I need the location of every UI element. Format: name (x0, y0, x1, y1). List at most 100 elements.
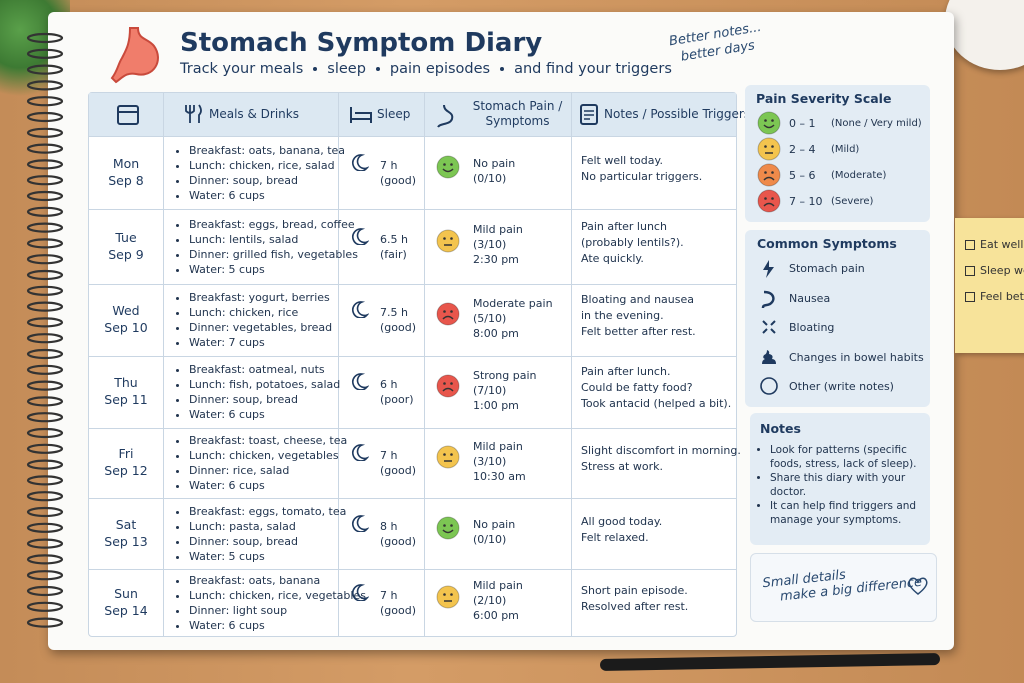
meal: Dinner: vegetables, bread (189, 320, 332, 335)
severity-range: 0 – 1 (789, 117, 816, 130)
sticky-note: Eat well Sleep well Feel better (955, 218, 1024, 353)
note-text: Slight discomfort in morning. (581, 444, 741, 457)
sleep-cell: 7 h (good) (380, 448, 416, 478)
sticky-text: Sleep well (980, 264, 1024, 277)
note-text: Resolved after rest. (581, 599, 689, 613)
notes-cell: Pain after lunch (probably lentils?). Ate … (581, 219, 684, 267)
note-text: Pain after lunch. (581, 365, 671, 378)
row-divider (89, 284, 736, 285)
pain-cell: Mild pain (2/10) 6:00 pm (473, 578, 523, 623)
ring (26, 238, 64, 249)
ring (26, 522, 64, 533)
note-item: Share this diary with your doctor. (770, 471, 930, 499)
ring (26, 127, 64, 138)
panel-title: Pain Severity Scale (756, 91, 892, 106)
notes-cell: Slight discomfort in morning. Stress at w… (581, 443, 741, 475)
sleep-text: (good) (380, 321, 417, 334)
spiral (26, 32, 64, 628)
pain-text: Mild pain (473, 223, 523, 236)
column-header: Stomach Pain / Symptoms (472, 99, 563, 128)
severity-label: (Severe) (831, 196, 874, 207)
sticky-item: Eat well (965, 238, 1023, 251)
meal: Lunch: fish, potatoes, salad (189, 377, 340, 392)
date: Sep 8 (108, 172, 144, 188)
meal: Lunch: pasta, salad (189, 519, 346, 534)
sleep-cell: 7.5 h (good) (380, 305, 416, 335)
severity-label: (Mild) (831, 144, 860, 155)
moon-icon (352, 227, 369, 245)
cup (945, 0, 1024, 70)
pain-text: Mild pain (473, 439, 523, 453)
row-divider (89, 498, 736, 499)
sleep-text: 7.5 h (380, 306, 408, 319)
moon-icon (352, 444, 369, 461)
footer-text: Small details make a big difference (762, 560, 923, 606)
ring (26, 143, 64, 154)
meal: Breakfast: oats, banana, tea (189, 143, 345, 158)
sleep-text: 6.5 h (380, 232, 408, 246)
meal: Dinner: soup, bread (189, 534, 346, 549)
ring (26, 175, 64, 186)
sticky-text: Eat well (980, 238, 1024, 251)
sleep-text: (good) (380, 464, 417, 477)
meal: Lunch: chicken, rice, vegetables (189, 588, 366, 603)
meal: Water: 6 cups (189, 407, 340, 422)
symptoms-panel: Common Symptoms Stomach pain Nausea Bloatin… (745, 230, 930, 407)
sleep-cell: 6 h (poor) (380, 377, 414, 407)
date: Sep 14 (104, 602, 148, 618)
pain-text: Strong pain (473, 368, 537, 382)
pen (599, 653, 941, 671)
ring (26, 254, 64, 265)
meal: Water: 6 cups (189, 188, 345, 203)
symptom-icon (760, 377, 778, 395)
pain-text: (7/10) (473, 383, 507, 397)
pain-cell: Moderate pain (5/10) 8:00 pm (473, 296, 553, 341)
note-text: (probably lentils?). (581, 235, 684, 249)
pain-cell: No pain (0/10) (473, 517, 515, 547)
sleep-text: (good) (380, 173, 417, 187)
pain-text: (0/10) (473, 171, 507, 185)
column-divider (338, 93, 339, 636)
ring (26, 80, 64, 91)
moon-icon (352, 514, 369, 532)
sleep-text: 7 h (380, 588, 398, 602)
face-icon (757, 137, 781, 161)
ring (26, 443, 64, 454)
face-icon (436, 155, 460, 178)
symptom: Stomach pain (789, 262, 865, 275)
ring (26, 380, 64, 391)
subtitle-part: pain episodes (389, 61, 491, 77)
stomach-icon (110, 27, 159, 84)
sleep-cell: 6.5 h (fair) (380, 232, 408, 262)
meal: Lunch: chicken, rice, salad (189, 158, 345, 173)
symptom: Other (write notes) (789, 380, 894, 393)
day: Sun (114, 585, 138, 601)
meal: Dinner: soup, bread (189, 173, 345, 188)
meal: Breakfast: eggs, tomato, tea (189, 504, 346, 519)
ring (26, 412, 64, 423)
ring (26, 222, 64, 233)
sleep-text: 8 h (380, 519, 398, 533)
title: Stomach Symptom Diary (180, 28, 543, 58)
moon-icon (352, 373, 369, 390)
meals-list: Breakfast: oats, bananaLunch: chicken, r… (177, 573, 366, 633)
sticky-item: Sleep well (965, 264, 1024, 277)
day: Sat (115, 516, 137, 532)
ring (26, 111, 64, 123)
meal: Dinner: soup, bread (189, 392, 340, 407)
day: Thu (114, 375, 138, 390)
symptom-icon (762, 349, 776, 364)
ring (26, 396, 64, 407)
moon-icon (352, 301, 369, 318)
pain-text: 10:30 am (473, 469, 526, 483)
note-text: Pain after lunch (581, 219, 667, 233)
pain-text: (5/10) (473, 311, 507, 325)
row-divider (89, 428, 736, 429)
date: Sep 11 (104, 392, 148, 407)
ring (26, 459, 64, 470)
meal: Water: 6 cups (189, 478, 347, 493)
meal: Lunch: chicken, rice (189, 305, 332, 320)
severity-range: 7 – 10 (789, 195, 823, 208)
pain-cell: No pain (0/10) (473, 156, 515, 186)
